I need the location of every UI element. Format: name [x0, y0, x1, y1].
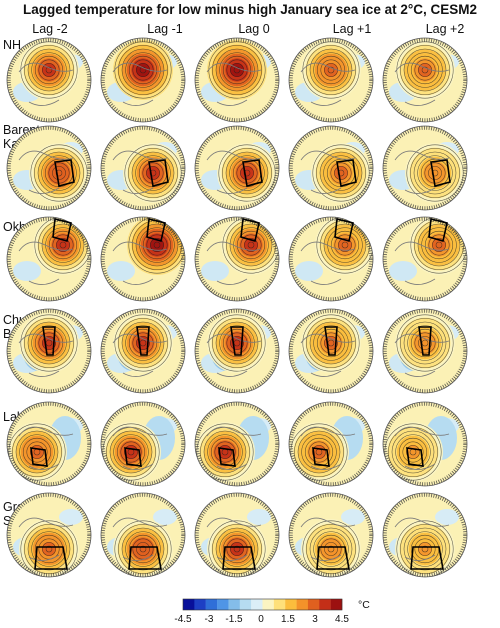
colorbar-segment [285, 599, 297, 610]
polar-map-panel [6, 492, 92, 578]
colorbar-segment [194, 599, 206, 610]
polar-map-panel [100, 401, 186, 487]
region-sector-outline [218, 447, 236, 467]
region-sector-outline [52, 218, 72, 243]
column-header-lag-plus-1: Lag +1 [332, 22, 372, 36]
polar-map-panel [382, 401, 468, 487]
polar-map-panel [6, 216, 92, 302]
region-sector-outline [428, 218, 448, 243]
region-sector-outline [410, 546, 444, 570]
chart-title: Lagged temperature for low minus high Ja… [22, 2, 478, 17]
polar-map-panel [100, 37, 186, 123]
region-sector-outline [406, 447, 424, 467]
region-sector-outline [136, 326, 150, 356]
colorbar-segment [273, 599, 286, 610]
region-sector-outline [430, 159, 451, 187]
polar-map-panel [6, 308, 92, 394]
polar-map-panel [194, 308, 280, 394]
region-sector-outline [30, 447, 48, 467]
colorbar-segment [262, 599, 275, 610]
column-header-lag-plus-2: Lag +2 [425, 22, 465, 36]
polar-map-panel [6, 401, 92, 487]
region-sector-outline [334, 218, 354, 243]
polar-map-panel [288, 216, 374, 302]
colorbar-segment [307, 599, 320, 610]
colorbar-tick-label: -4.5 [174, 614, 192, 625]
polar-map-panel [382, 37, 468, 123]
polar-map-panel [100, 308, 186, 394]
region-sector-outline [316, 546, 350, 570]
polar-map-panel [288, 125, 374, 211]
region-sector-outline [240, 218, 260, 243]
region-sector-outline [312, 447, 330, 467]
polar-map-panel [194, 216, 280, 302]
region-sector-outline [42, 326, 56, 356]
polar-map-panel [100, 216, 186, 302]
colorbar-segment [205, 599, 218, 610]
polar-map-panel [288, 37, 374, 123]
colorbar-tick-label: 4.5 [335, 614, 349, 625]
polar-map-panel [6, 37, 92, 123]
region-sector-outline [324, 326, 338, 356]
colorbar-segment [330, 599, 343, 610]
colorbar-unit-label: °C [358, 599, 370, 611]
polar-map-panel [194, 125, 280, 211]
colorbar-segment [217, 599, 229, 610]
region-sector-outline [242, 159, 263, 187]
polar-map-panel [6, 125, 92, 211]
colorbar-segment [228, 599, 240, 610]
region-sector-outline [336, 159, 357, 187]
region-sector-outline [128, 546, 162, 570]
colorbar-segment [251, 599, 263, 610]
column-header-lag-minus-2: Lag -2 [32, 22, 68, 36]
polar-map-panel [194, 492, 280, 578]
region-sector-outline [222, 546, 256, 570]
polar-map-panel [288, 308, 374, 394]
polar-map-panel [288, 492, 374, 578]
colorbar-tick-label: 1.5 [281, 614, 295, 625]
region-sector-outline [230, 326, 244, 356]
column-header-lag-0: Lag 0 [238, 22, 270, 36]
polar-map-panel [382, 492, 468, 578]
colorbar-tick-label: -3 [204, 614, 214, 625]
column-header-lag-minus-1: Lag -1 [147, 22, 183, 36]
polar-map-panel [382, 216, 468, 302]
region-sector-outline [148, 159, 169, 187]
polar-map-panel [194, 401, 280, 487]
region-sector-outline [146, 218, 166, 243]
colorbar-tick-label: 0 [258, 614, 264, 625]
region-sector-outline [124, 447, 142, 467]
polar-map-panel [288, 401, 374, 487]
colorbar-tick-label: 3 [312, 614, 318, 625]
colorbar-segment [319, 599, 331, 610]
region-sector-outline [34, 546, 68, 570]
row-label-nh: NH [3, 38, 22, 52]
polar-map-panel [194, 37, 280, 123]
polar-map-panel [382, 308, 468, 394]
colorbar-segment [239, 599, 252, 610]
colorbar-tick-label: -1.5 [225, 614, 243, 625]
polar-map-panel [100, 492, 186, 578]
polar-map-panel [382, 125, 468, 211]
colorbar-segment [183, 599, 195, 610]
colorbar-segment [296, 599, 309, 610]
polar-map-panel [100, 125, 186, 211]
region-sector-outline [418, 326, 432, 356]
region-sector-outline [54, 159, 75, 187]
